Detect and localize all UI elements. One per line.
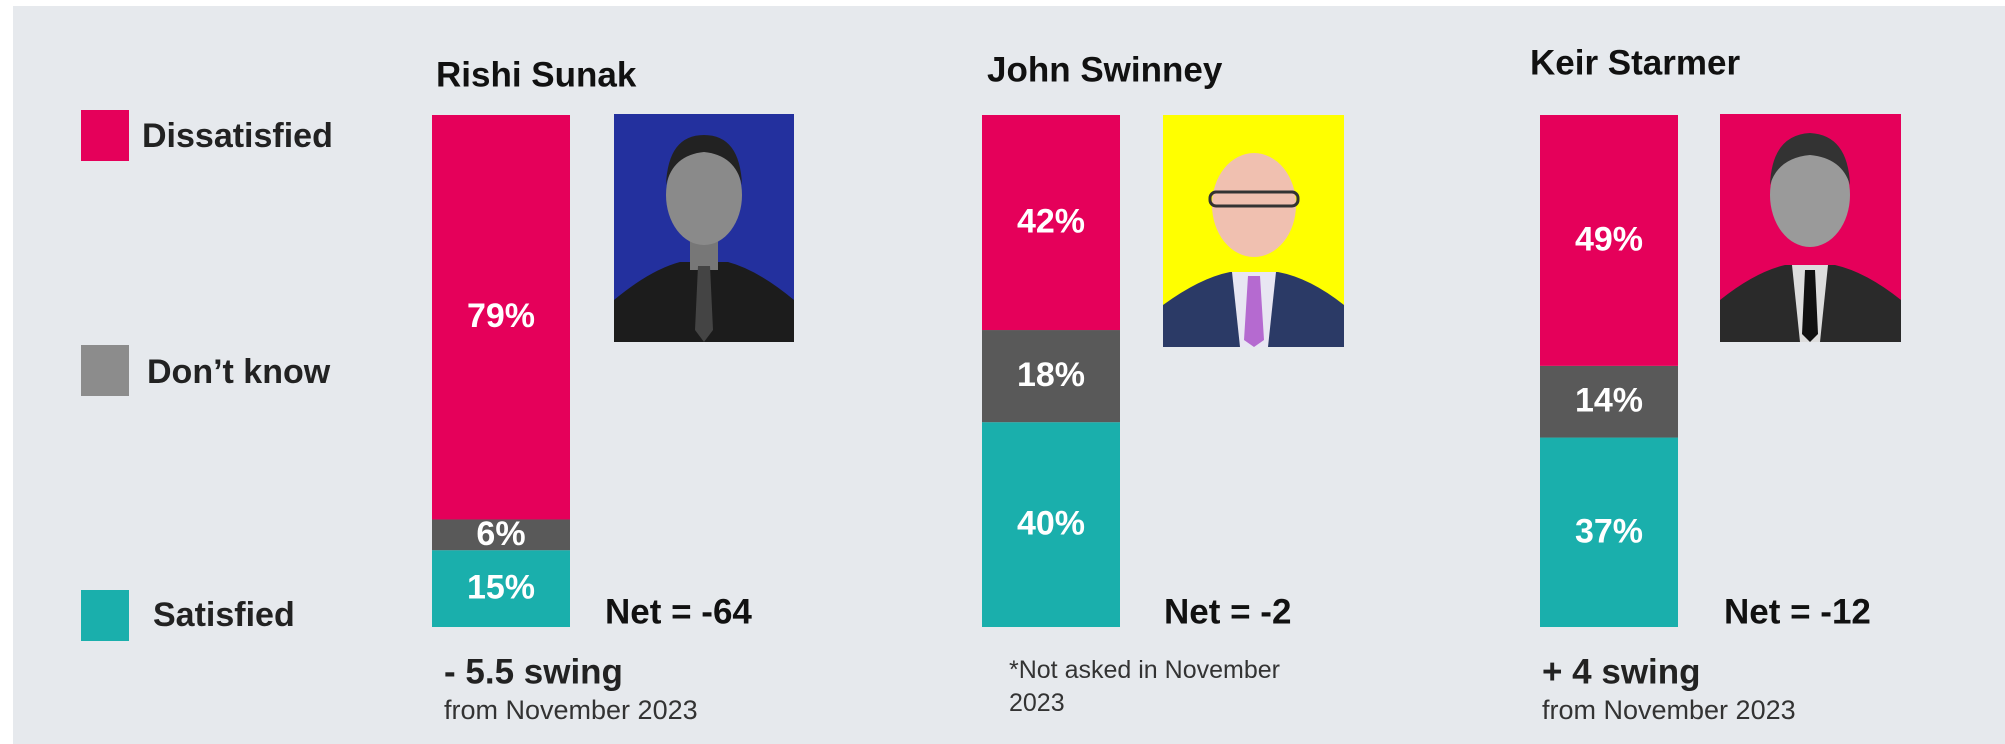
portrait [1163,115,1344,347]
bar-segment [432,115,570,520]
swing-label: - 5.5 swing [444,652,623,691]
data-label: 40% [1017,505,1085,543]
portrait [614,114,794,342]
bar-segment [1540,365,1678,438]
bar-segment [432,550,570,627]
swing-note: from November 2023 [444,695,698,725]
bar-segment [982,115,1120,331]
data-label: 49% [1575,220,1643,258]
bar-segment [1540,437,1678,627]
swing-note: *Not asked in November 2023 [1009,656,1280,717]
net-label: Net = -2 [1164,592,1291,631]
legend-label: Dissatisfied [142,117,333,155]
legend-label: Satisfied [153,596,295,634]
legend-swatch [81,345,129,396]
legend-swatch [81,590,129,641]
portrait [1720,114,1901,342]
net-label: Net = -64 [605,592,752,631]
legend-label: Don’t know [147,353,331,391]
data-label: 79% [467,297,535,335]
legend-swatch [81,110,129,161]
chart-title: John Swinney [987,50,1223,89]
data-label: 37% [1575,512,1643,550]
data-label: 15% [467,569,535,607]
net-label: Net = -12 [1724,592,1871,631]
chart-title: Rishi Sunak [436,55,637,94]
bar-segment [982,422,1120,627]
data-label: 42% [1017,203,1085,241]
swing-label: + 4 swing [1542,652,1701,691]
data-label: 18% [1017,356,1085,394]
data-label: 14% [1575,382,1643,420]
bar-segment [982,330,1120,423]
bar-segment [432,519,570,551]
chart-title: Keir Starmer [1530,43,1740,82]
data-label: 6% [476,515,525,553]
swing-note: from November 2023 [1542,695,1796,725]
bar-segment [1540,115,1678,366]
